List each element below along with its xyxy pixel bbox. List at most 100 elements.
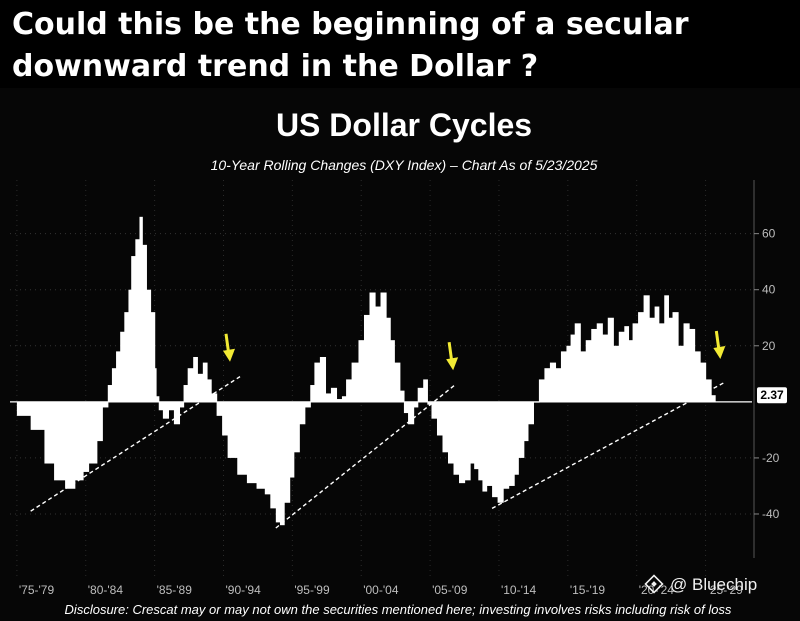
area-bar <box>497 401 504 503</box>
area-bar <box>206 379 212 402</box>
area-bar <box>310 385 315 402</box>
area-bar <box>30 401 46 430</box>
area-bar <box>523 401 529 442</box>
arrow-head <box>446 357 459 371</box>
area-bar <box>246 401 258 484</box>
area-bar <box>369 292 376 402</box>
last-value-label: 2.37 <box>760 388 784 402</box>
area-bar <box>325 393 332 402</box>
area-bar <box>341 396 347 402</box>
area-bar <box>570 334 576 402</box>
area-bar <box>202 362 208 402</box>
x-tick-label: '25-'29 <box>708 583 744 597</box>
area-bar <box>116 351 121 402</box>
area-bar <box>618 331 625 402</box>
area-bar <box>694 351 701 402</box>
area-bar <box>413 401 419 408</box>
area-bar <box>580 351 587 402</box>
area-bar <box>264 401 271 495</box>
area-bar <box>643 295 650 402</box>
area-bar <box>216 401 223 416</box>
area-bar <box>270 401 277 509</box>
annotation-arrows <box>223 330 726 371</box>
area-bar <box>678 345 685 402</box>
area-bar <box>436 401 444 436</box>
area-bar <box>363 314 371 402</box>
area-bar <box>427 401 433 405</box>
area-bar <box>124 312 130 402</box>
area-bar <box>222 401 229 436</box>
y-axis: -40 -20 20 40 60 2.37 <box>753 180 787 558</box>
area-bar <box>464 401 471 481</box>
y-tick-label: -20 <box>762 451 780 465</box>
area-bar <box>156 396 160 402</box>
last-value-badge <box>757 387 787 404</box>
area-bar <box>527 401 534 425</box>
area-bar <box>560 351 568 402</box>
area-bar <box>549 362 557 402</box>
arrow-head <box>713 345 726 359</box>
area-bar <box>227 401 238 458</box>
dollar-cycles-chart: US Dollar Cycles 10-Year Rolling Changes… <box>10 107 787 617</box>
area-bar <box>304 401 311 408</box>
area-bar <box>431 401 438 419</box>
area-bar <box>672 312 679 402</box>
area-bar <box>289 401 295 478</box>
area-bar <box>193 356 198 402</box>
area-bar <box>183 385 189 402</box>
area-bar <box>555 368 562 402</box>
x-tick-label: '15-'19 <box>570 583 606 597</box>
trendline <box>275 384 456 529</box>
area-bar <box>683 323 690 402</box>
area-bar <box>585 340 592 402</box>
area-bar <box>330 387 338 402</box>
y-tick-label: -40 <box>762 507 780 521</box>
x-tick-label: '90-'94 <box>225 583 261 597</box>
area-bar <box>711 395 716 402</box>
x-axis: '75-'79 '80-'84 '85-'89 '90-'94 '95-'99 '00-'… <box>19 583 743 597</box>
x-tick-label: '95-'99 <box>294 583 330 597</box>
area-bar <box>613 345 620 402</box>
area-bar <box>88 401 98 464</box>
headline: Could this be the beginning of a secular… <box>12 7 689 84</box>
arrow-marker <box>446 342 459 371</box>
area-bar <box>135 239 141 402</box>
area-bar <box>664 295 669 402</box>
area-bar <box>607 317 614 402</box>
arrow-marker <box>713 330 726 359</box>
area-bar <box>658 323 665 402</box>
chart-title: US Dollar Cycles <box>276 107 532 143</box>
x-tick-label: '80-'84 <box>88 583 124 597</box>
chart-panel: US Dollar Cycles 10-Year Rolling Changes… <box>0 88 800 621</box>
area-bar <box>453 401 460 475</box>
area-bar <box>492 401 499 498</box>
area-bar <box>351 362 360 402</box>
area-bar <box>591 328 598 402</box>
area-bar <box>336 399 343 402</box>
area-bar <box>150 312 156 402</box>
area-bar <box>518 401 525 458</box>
area-bar <box>237 401 248 475</box>
area-bar <box>486 401 493 486</box>
area-bar <box>54 401 66 481</box>
area-bar <box>668 317 674 402</box>
y-tick-label: 20 <box>762 339 776 353</box>
area-bar <box>408 401 415 425</box>
area-bar <box>700 362 707 402</box>
area-bar <box>423 379 428 402</box>
area-bar <box>654 306 660 402</box>
chart-subtitle: 10-Year Rolling Changes (DXY Index) – Ch… <box>211 157 598 173</box>
y-tick-label: 40 <box>762 283 776 297</box>
x-tick-label: '75-'79 <box>19 583 55 597</box>
area-bar <box>162 401 169 419</box>
area-bar <box>394 362 401 402</box>
area-bar <box>314 362 321 402</box>
area-bar <box>187 368 194 402</box>
area-bar <box>459 401 466 484</box>
area-bar <box>514 401 519 475</box>
area-bar <box>689 328 696 402</box>
area-bar <box>139 216 143 402</box>
area-bar <box>284 401 291 503</box>
x-tick-label: '10-'14 <box>501 583 537 597</box>
area-bar <box>299 401 306 425</box>
